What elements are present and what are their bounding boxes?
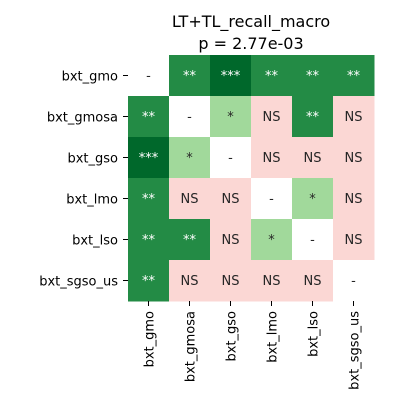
cell-label: NS (263, 274, 281, 289)
heatmap-cell (128, 178, 170, 220)
heatmap-cell (292, 219, 334, 261)
cell-label: NS (222, 233, 240, 248)
heatmap-cell (251, 219, 293, 261)
cell-label: NS (222, 192, 240, 207)
y-tick-label: bxt_gmosa (47, 111, 118, 126)
heatmap-cell (292, 55, 334, 97)
heatmap-cell (210, 96, 252, 138)
cell-label: - (269, 192, 274, 207)
cell-label: *** (139, 151, 159, 166)
heatmap-cell (169, 260, 211, 302)
cell-label: ** (142, 110, 156, 125)
chart-title: LT+TL_recall_macro (171, 12, 331, 31)
heatmap-cell (210, 137, 252, 179)
cell-label: NS (304, 151, 322, 166)
heatmap-cell (333, 96, 375, 138)
heatmap-cell (128, 219, 170, 261)
heatmap-cell (292, 96, 334, 138)
heatmap-cell (128, 260, 170, 302)
cell-label: ** (265, 69, 279, 84)
heatmap-cell (333, 260, 375, 302)
heatmap-cell (128, 137, 170, 179)
cell-label: ** (347, 69, 361, 84)
y-tick-label: bxt_lso (72, 234, 118, 249)
heatmap-cell (169, 96, 211, 138)
heatmap-cell (210, 55, 252, 97)
heatmap-cell (169, 178, 211, 220)
heatmap-cell (333, 219, 375, 261)
cell-label: NS (345, 233, 363, 248)
heatmap-cell (333, 55, 375, 97)
y-tick-label: bxt_gso (67, 152, 118, 167)
heatmap-cell (210, 260, 252, 302)
cell-label: - (228, 151, 233, 166)
cell-label: ** (183, 233, 197, 248)
cell-label: NS (263, 110, 281, 125)
x-tick-label: bxt_gmosa (184, 311, 199, 382)
x-tick-label: bxt_lmo (266, 311, 281, 363)
cell-label: NS (222, 274, 240, 289)
cell-label: - (310, 233, 315, 248)
heatmap-cell (128, 55, 170, 97)
cell-label: NS (181, 192, 199, 207)
cell-label: - (146, 69, 151, 84)
heatmap-cell (169, 55, 211, 97)
heatmap-cell (128, 96, 170, 138)
x-tick-label: bxt_sgso_us (348, 311, 363, 390)
heatmap-cell (251, 260, 293, 302)
cell-label: NS (181, 274, 199, 289)
heatmap-cell (251, 96, 293, 138)
chart-subtitle: p = 2.77e-03 (198, 34, 304, 53)
heatmap-cell (169, 219, 211, 261)
cell-label: ** (183, 69, 197, 84)
cell-label: NS (304, 274, 322, 289)
cell-label: NS (345, 151, 363, 166)
heatmap-cell (251, 137, 293, 179)
heatmap-cell (292, 137, 334, 179)
cell-label: ** (306, 69, 320, 84)
y-tick-label: bxt_lmo (66, 193, 118, 208)
x-tick-label: bxt_gso (225, 311, 240, 362)
heatmap-cell (292, 178, 334, 220)
x-tick-label: bxt_lso (307, 311, 322, 357)
x-tick-label: bxt_gmo (143, 311, 158, 367)
cell-label: *** (221, 69, 241, 84)
heatmap-cell (333, 178, 375, 220)
cell-label: * (309, 192, 316, 207)
cell-label: ** (306, 110, 320, 125)
cell-label: NS (263, 151, 281, 166)
y-tick-label: bxt_gmo (62, 70, 118, 85)
heatmap-cell (333, 137, 375, 179)
cell-label: * (186, 151, 193, 166)
cell-label: - (351, 274, 356, 289)
cell-label: NS (345, 110, 363, 125)
heatmap-cell (210, 219, 252, 261)
heatmap-cell (251, 178, 293, 220)
heatmap-cell (210, 178, 252, 220)
cell-label: - (187, 110, 192, 125)
cell-label: ** (142, 192, 156, 207)
cell-label: * (227, 110, 234, 125)
cell-label: ** (142, 274, 156, 289)
cell-label: NS (345, 192, 363, 207)
cell-label: * (268, 233, 275, 248)
heatmap-cell (251, 55, 293, 97)
y-tick-label: bxt_sgso_us (39, 275, 118, 290)
heatmap-cell (169, 137, 211, 179)
cell-label: ** (142, 233, 156, 248)
heatmap-cell (292, 260, 334, 302)
